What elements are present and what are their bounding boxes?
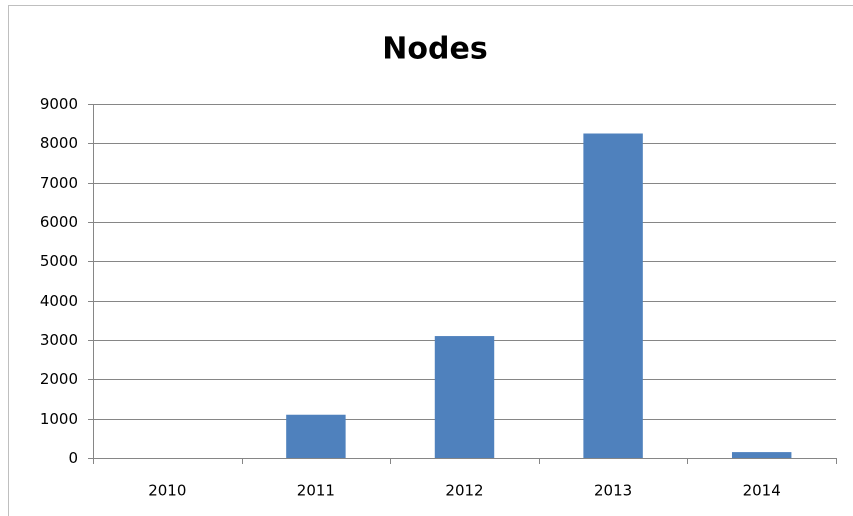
y-tick-label: 6000	[40, 213, 78, 231]
x-tick-label: 2014	[743, 482, 781, 500]
y-tick-label: 9000	[40, 95, 78, 113]
bar	[286, 414, 346, 458]
x-tick-label: 2013	[594, 482, 632, 500]
y-tick-label: 4000	[40, 292, 78, 310]
bar	[731, 452, 792, 458]
bar	[434, 336, 495, 458]
bar	[583, 133, 643, 458]
y-tick-label: 1000	[40, 410, 78, 428]
y-tick-label: 3000	[40, 331, 78, 349]
y-tick-label: 5000	[40, 252, 78, 270]
x-tick-label: 2011	[297, 482, 335, 500]
x-tick-label: 2010	[148, 482, 186, 500]
y-tick-label: 7000	[40, 174, 78, 192]
chart-border	[8, 5, 853, 516]
y-tick-label: 0	[68, 449, 78, 467]
x-tick-label: 2012	[445, 482, 483, 500]
y-tick-label: 2000	[40, 370, 78, 388]
chart-title: Nodes	[382, 32, 487, 67]
y-tick-label: 8000	[40, 134, 78, 152]
